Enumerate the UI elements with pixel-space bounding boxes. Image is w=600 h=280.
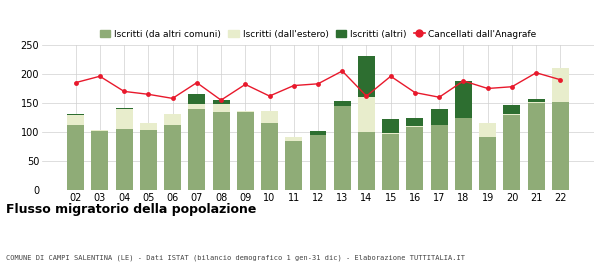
Bar (310, 135, 326, 190)
Bar (406, 126, 424, 127)
Bar (285, 137, 302, 141)
Bar (140, 123, 157, 130)
Bar (261, 111, 278, 123)
Bar (527, 103, 545, 190)
Bar (431, 125, 448, 190)
Bar (285, 141, 302, 190)
Bar (164, 114, 181, 125)
Bar (261, 123, 278, 190)
Bar (358, 132, 375, 190)
Bar (188, 94, 205, 104)
Bar (382, 134, 399, 190)
Bar (212, 100, 230, 104)
Bar (358, 97, 375, 132)
Bar (188, 104, 205, 109)
Bar (310, 131, 326, 135)
Bar (406, 127, 424, 190)
Bar (212, 112, 230, 190)
Bar (67, 125, 84, 190)
Bar (67, 113, 84, 115)
Bar (552, 67, 569, 102)
Bar (140, 130, 157, 190)
Bar (67, 115, 84, 125)
Bar (455, 118, 472, 190)
Bar (334, 106, 351, 190)
Text: COMUNE DI CAMPI SALENTINA (LE) - Dati ISTAT (bilancio demografico 1 gen-31 dic) : COMUNE DI CAMPI SALENTINA (LE) - Dati IS… (6, 255, 465, 261)
Bar (91, 131, 109, 190)
Bar (334, 101, 351, 106)
Bar (479, 123, 496, 137)
Bar (164, 113, 181, 114)
Bar (358, 57, 375, 97)
Bar (116, 109, 133, 129)
Bar (237, 111, 254, 112)
Legend: Iscritti (da altri comuni), Iscritti (dall'estero), Iscritti (altri), Cancellati: Iscritti (da altri comuni), Iscritti (da… (100, 30, 536, 39)
Bar (382, 119, 399, 133)
Bar (479, 137, 496, 190)
Bar (431, 109, 448, 125)
Bar (527, 99, 545, 102)
Bar (91, 130, 109, 131)
Bar (503, 105, 520, 113)
Bar (116, 129, 133, 190)
Bar (455, 81, 472, 118)
Bar (382, 133, 399, 134)
Bar (164, 125, 181, 190)
Bar (503, 115, 520, 190)
Bar (188, 109, 205, 190)
Bar (503, 113, 520, 115)
Text: Flusso migratorio della popolazione: Flusso migratorio della popolazione (6, 203, 256, 216)
Bar (552, 102, 569, 190)
Bar (527, 102, 545, 103)
Bar (237, 112, 254, 190)
Bar (212, 104, 230, 112)
Bar (406, 118, 424, 126)
Bar (116, 108, 133, 109)
